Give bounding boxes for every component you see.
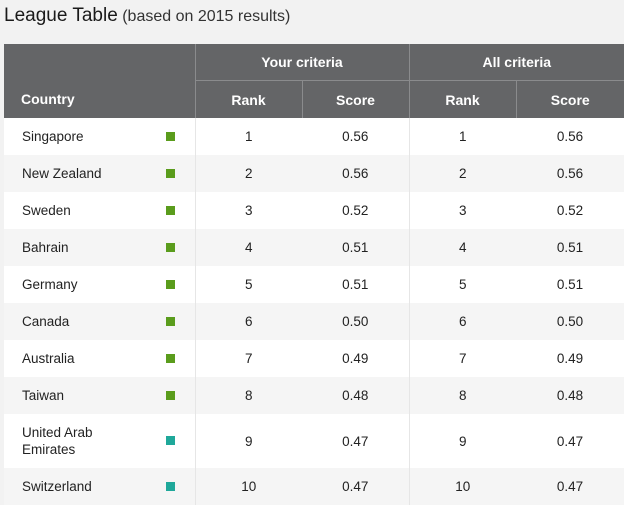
all-rank-cell: 5 [408,266,516,303]
color-swatch-icon [166,353,175,363]
your-rank-cell: 1 [194,118,302,155]
table-row[interactable]: Bahrain 4 0.51 4 0.51 [4,229,624,266]
your-rank-cell: 10 [194,468,302,505]
color-swatch-icon [166,316,175,326]
all-score-cell: 0.47 [516,414,624,468]
all-score-cell: 0.56 [516,155,624,192]
country-name: Singapore [22,129,84,144]
country-name: Switzerland [22,479,92,494]
color-swatch-icon [166,481,175,491]
title-main: League Table [4,5,118,26]
country-name: Bahrain [22,240,69,255]
all-score-cell: 0.47 [516,468,624,505]
league-table: Country Your criteria All criteria Rank … [4,44,624,505]
all-rank-cell: 4 [408,229,516,266]
country-cell: Bahrain [4,229,195,266]
color-swatch-icon [166,168,175,178]
your-score-cell: 0.48 [302,377,409,414]
table-header: Country Your criteria All criteria Rank … [4,44,624,118]
all-rank-cell: 10 [408,468,516,505]
your-score-cell: 0.56 [302,118,409,155]
your-score-cell: 0.49 [302,340,409,377]
table-body: Singapore 1 0.56 1 0.56 New Zealand 2 0.56 2 0.56… [4,118,624,505]
country-name: Sweden [22,203,71,218]
table-row[interactable]: United Arab Emirates 9 0.47 9 0.47 [4,414,624,468]
color-swatch-icon [166,279,175,289]
your-rank-cell: 7 [194,340,302,377]
column-header-your-score[interactable]: Score [301,80,409,118]
country-name: Germany [22,277,78,292]
country-name: Canada [22,314,70,329]
table-row[interactable]: Singapore 1 0.56 1 0.56 [4,118,624,155]
country-cell: Singapore [4,118,195,155]
country-cell: Sweden [4,192,195,229]
all-rank-cell: 7 [408,340,516,377]
all-rank-cell: 9 [408,414,516,468]
group-header-your-criteria: Your criteria [194,44,409,81]
country-cell: United Arab Emirates [4,414,195,468]
your-rank-cell: 8 [194,377,302,414]
all-rank-cell: 8 [408,377,516,414]
color-swatch-icon [166,242,175,252]
your-rank-cell: 9 [194,414,302,468]
all-rank-cell: 1 [408,118,516,155]
all-rank-cell: 3 [408,192,516,229]
group-header-all-criteria: All criteria [408,44,624,81]
all-score-cell: 0.49 [516,340,624,377]
all-score-cell: 0.50 [516,303,624,340]
country-name: New Zealand [22,166,102,181]
your-rank-cell: 4 [194,229,302,266]
country-cell: New Zealand [4,155,195,192]
all-score-cell: 0.56 [516,118,624,155]
country-name: United Arab Emirates [22,425,93,457]
column-header-all-rank[interactable]: Rank [408,80,516,118]
color-swatch-icon [166,436,175,445]
your-score-cell: 0.51 [302,266,409,303]
your-rank-cell: 3 [194,192,302,229]
your-rank-cell: 6 [194,303,302,340]
your-score-cell: 0.50 [302,303,409,340]
page-title: League Table (based on 2015 results) [4,2,290,30]
all-score-cell: 0.48 [516,377,624,414]
table-row[interactable]: Canada 6 0.50 6 0.50 [4,303,624,340]
country-name: Taiwan [22,388,65,403]
table-row[interactable]: New Zealand 2 0.56 2 0.56 [4,155,624,192]
country-cell: Germany [4,266,195,303]
country-cell: Australia [4,340,195,377]
your-score-cell: 0.52 [302,192,409,229]
all-rank-cell: 2 [408,155,516,192]
table-row[interactable]: Switzerland 10 0.47 10 0.47 [4,468,624,505]
your-score-cell: 0.47 [302,414,409,468]
your-score-cell: 0.51 [302,229,409,266]
table-row[interactable]: Sweden 3 0.52 3 0.52 [4,192,624,229]
column-header-all-score[interactable]: Score [515,80,624,118]
column-header-country[interactable]: Country [4,44,196,118]
table-row[interactable]: Taiwan 8 0.48 8 0.48 [4,377,624,414]
your-rank-cell: 5 [194,266,302,303]
table-row[interactable]: Germany 5 0.51 5 0.51 [4,266,624,303]
title-subtitle: (based on 2015 results) [122,8,291,25]
country-cell: Canada [4,303,195,340]
all-rank-cell: 6 [408,303,516,340]
all-score-cell: 0.52 [516,192,624,229]
color-swatch-icon [166,390,175,400]
country-name: Australia [22,351,75,366]
your-score-cell: 0.56 [302,155,409,192]
your-rank-cell: 2 [194,155,302,192]
country-cell: Taiwan [4,377,195,414]
color-swatch-icon [166,131,175,141]
all-score-cell: 0.51 [516,229,624,266]
color-swatch-icon [166,205,175,215]
country-cell: Switzerland [4,468,195,505]
table-row[interactable]: Australia 7 0.49 7 0.49 [4,340,624,377]
all-score-cell: 0.51 [516,266,624,303]
column-header-your-rank[interactable]: Rank [194,80,302,118]
your-score-cell: 0.47 [302,468,409,505]
